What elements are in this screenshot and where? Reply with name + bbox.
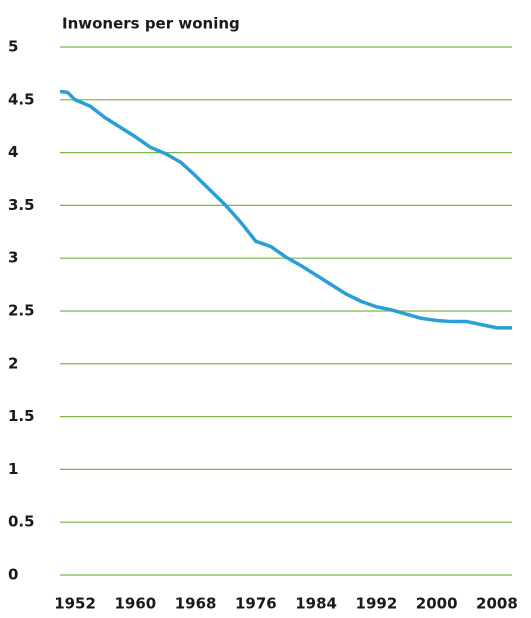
x-tick-label: 1992 (356, 595, 398, 613)
y-tick-label: 0 (8, 566, 18, 584)
y-tick-label: 3 (8, 249, 18, 267)
y-tick-label: 1.5 (8, 407, 35, 425)
y-tick-label: 4 (8, 143, 18, 161)
y-tick-label: 4.5 (8, 90, 35, 108)
y-tick-label: 2.5 (8, 302, 35, 320)
chart-title: Inwoners per woning (62, 15, 240, 33)
x-tick-label: 1968 (175, 595, 217, 613)
y-tick-label: 5 (8, 38, 18, 56)
x-tick-label: 1960 (114, 595, 156, 613)
y-tick-label: 3.5 (8, 196, 35, 214)
x-tick-label: 1976 (235, 595, 277, 613)
x-tick-label: 1984 (295, 595, 337, 613)
x-tick-label: 2008 (476, 595, 518, 613)
y-tick-label: 0.5 (8, 513, 35, 531)
x-tick-label: 2000 (416, 595, 458, 613)
y-tick-label: 1 (8, 460, 18, 478)
data-line (59, 89, 512, 330)
y-tick-label: 2 (8, 354, 18, 372)
x-tick-label: 1952 (54, 595, 96, 613)
